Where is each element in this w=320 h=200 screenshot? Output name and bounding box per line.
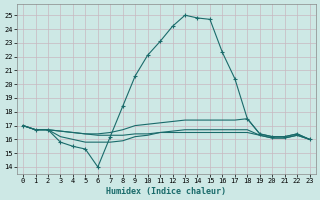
- X-axis label: Humidex (Indice chaleur): Humidex (Indice chaleur): [106, 187, 226, 196]
